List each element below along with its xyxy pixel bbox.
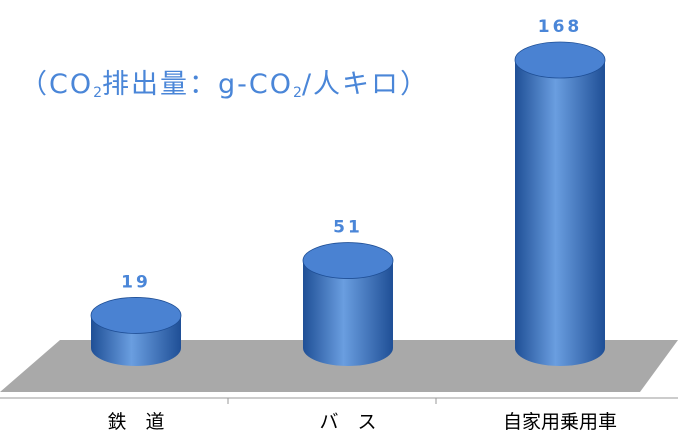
category-label: バ ス — [319, 411, 376, 433]
bar-series: 19 51 168 — [90, 17, 606, 366]
data-label: 51 — [333, 218, 363, 238]
unit-label: （CO2排出量：g-CO2/人キロ） — [20, 69, 430, 101]
category-axis: 鉄 道 バ ス 自家用乗用車 — [0, 397, 678, 433]
data-label: 19 — [121, 272, 151, 292]
bar-2: 51 — [302, 218, 394, 366]
category-label: 自家用乗用車 — [503, 411, 617, 433]
bar-body — [303, 260, 393, 366]
bar-top — [302, 242, 394, 279]
bar-body — [515, 60, 605, 366]
bar-1: 19 — [90, 272, 182, 366]
bar-top — [514, 41, 606, 79]
bar-3: 168 — [514, 17, 606, 366]
bar-top — [90, 297, 182, 334]
category-label: 鉄 道 — [107, 411, 164, 433]
data-label: 168 — [538, 17, 583, 37]
